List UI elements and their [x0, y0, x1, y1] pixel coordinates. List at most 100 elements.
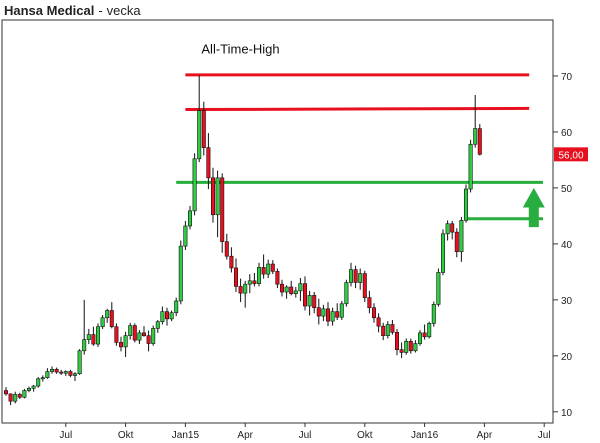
candle-down [316, 307, 321, 317]
candle-down [362, 273, 367, 298]
candle-up [63, 371, 68, 374]
instrument-name: Hansa Medical [4, 3, 95, 18]
candle-down [477, 128, 482, 155]
x-tick-label: Jan15 [172, 430, 200, 441]
candle-down [109, 310, 114, 328]
candle-down [211, 177, 216, 216]
candle-up [339, 303, 344, 318]
candle-up [45, 371, 50, 378]
candle-down [390, 324, 395, 333]
axes: 10 20 30 40 50 60 70 Jul Okt Jan15 Apr Jul Okt Jan16 A… [59, 72, 572, 441]
last-price-label: 56,00 [558, 150, 583, 161]
candle-down [353, 269, 358, 283]
y-tick-label: 70 [561, 72, 573, 83]
candle-up [459, 220, 464, 253]
candle-down [114, 326, 119, 343]
candle-up [86, 334, 91, 340]
y-tick-label: 20 [561, 352, 573, 363]
candle-up [123, 335, 128, 348]
candle-up [192, 158, 197, 212]
candle-down [132, 325, 137, 341]
x-tick-label: Okt [118, 430, 134, 441]
candle-down [238, 286, 243, 294]
candle-down [422, 332, 427, 338]
candle-up [197, 110, 202, 160]
candle-down [275, 271, 280, 285]
candle-up [284, 286, 289, 293]
x-tick-label: Jan16 [411, 430, 439, 441]
candle-down [229, 255, 234, 269]
candle-up [463, 188, 468, 221]
candle-down [220, 177, 225, 242]
candle-down [367, 297, 372, 308]
candle-down [408, 340, 413, 352]
candle-up [427, 323, 432, 338]
candle-up [330, 311, 335, 322]
candle-up [73, 373, 78, 376]
candle-down [261, 267, 266, 275]
candle-up [266, 263, 271, 275]
candle-up [348, 269, 353, 283]
candle-up [178, 245, 183, 302]
x-tick-label: Jul [538, 430, 551, 441]
resistance-64-line [185, 106, 530, 112]
candle-up [404, 340, 409, 353]
candle-up [169, 312, 174, 320]
x-tick-label: Jul [59, 430, 72, 441]
all-time-high-label: All-Time-High [201, 42, 279, 57]
candle-up [431, 304, 436, 324]
candle-up [215, 177, 220, 216]
candle-up [321, 308, 326, 317]
candle-up [445, 223, 450, 235]
y-tick-label: 50 [561, 184, 573, 195]
candle-down [376, 317, 381, 327]
candle-up [307, 295, 312, 307]
candle-down [450, 223, 455, 233]
candle-up [243, 283, 248, 294]
candle-up [358, 273, 363, 283]
candle-up [151, 328, 156, 344]
candle-up [468, 143, 473, 190]
candle-down [224, 241, 229, 257]
candle-up [31, 385, 36, 389]
candle-down [142, 332, 147, 336]
candle-up [183, 225, 188, 247]
candle-up [385, 324, 390, 336]
candle-up [77, 350, 82, 375]
candle-up [256, 267, 261, 284]
x-tick-label: Apr [477, 430, 493, 441]
candle-down [335, 311, 340, 318]
candle-down [201, 110, 206, 148]
candle-up [247, 280, 252, 285]
last-price-tag: 56,00 [554, 147, 588, 162]
x-tick-label: Okt [357, 430, 373, 441]
last-price-box [554, 147, 588, 162]
candle-up [137, 332, 142, 341]
candle-down [302, 283, 307, 307]
interval-label: vecka [106, 3, 141, 18]
candle-down [59, 371, 64, 374]
candle-up [155, 321, 160, 329]
plot-area [1, 19, 554, 424]
y-tick-label: 30 [561, 296, 573, 307]
candle-down [165, 311, 170, 320]
candle-up [188, 210, 193, 227]
candle-up [436, 272, 441, 305]
candle-down [394, 332, 399, 350]
candle-down [54, 368, 59, 373]
candle-down [279, 283, 284, 293]
candle-down [371, 307, 376, 319]
x-tick-label: Apr [237, 430, 253, 441]
candle-up [22, 390, 27, 398]
annotations: All-Time-High 56,00 [201, 42, 588, 228]
candle-up [344, 282, 349, 305]
candle-up [105, 310, 110, 319]
candle-down [454, 231, 459, 253]
candle-down [325, 308, 330, 322]
candle-down [68, 371, 73, 376]
candle-down [399, 349, 404, 353]
x-tick-label: Jul [299, 430, 312, 441]
candle-up [36, 378, 41, 387]
candle-up [26, 387, 31, 391]
